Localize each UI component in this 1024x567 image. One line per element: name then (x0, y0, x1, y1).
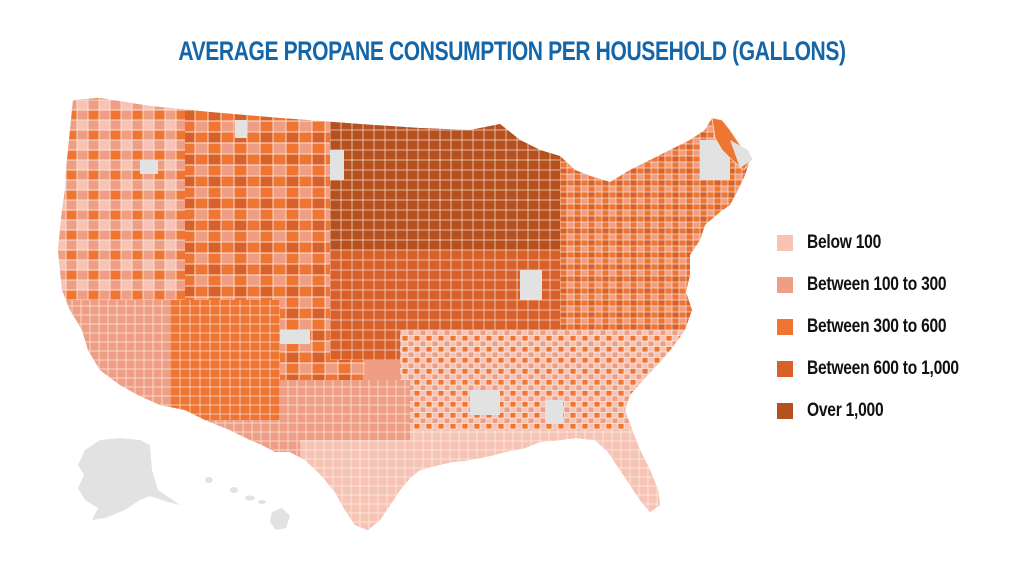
legend-swatch-icon (777, 319, 793, 335)
legend-swatch-icon (777, 403, 793, 419)
legend: Below 100 Between 100 to 300 Between 300… (777, 222, 992, 432)
legend-item-below-100: Below 100 (777, 222, 992, 264)
alaska (78, 438, 180, 520)
legend-label: Between 600 to 1,000 (807, 358, 959, 379)
legend-label: Between 300 to 600 (807, 316, 947, 337)
legend-swatch-icon (777, 235, 793, 251)
legend-swatch-icon (777, 277, 793, 293)
map-title: AVERAGE PROPANE CONSUMPTION PER HOUSEHOL… (178, 36, 846, 66)
legend-swatch-icon (777, 361, 793, 377)
legend-item-600-1000: Between 600 to 1,000 (777, 348, 992, 390)
legend-item-over-1000: Over 1,000 (777, 390, 992, 432)
hawaii (205, 477, 290, 530)
legend-label: Over 1,000 (807, 400, 884, 421)
legend-label: Below 100 (807, 232, 881, 253)
legend-item-100-300: Between 100 to 300 (777, 264, 992, 306)
legend-label: Between 100 to 300 (807, 274, 947, 295)
county-regions (58, 98, 750, 530)
legend-item-300-600: Between 300 to 600 (777, 306, 992, 348)
maine-no-data (730, 140, 752, 168)
